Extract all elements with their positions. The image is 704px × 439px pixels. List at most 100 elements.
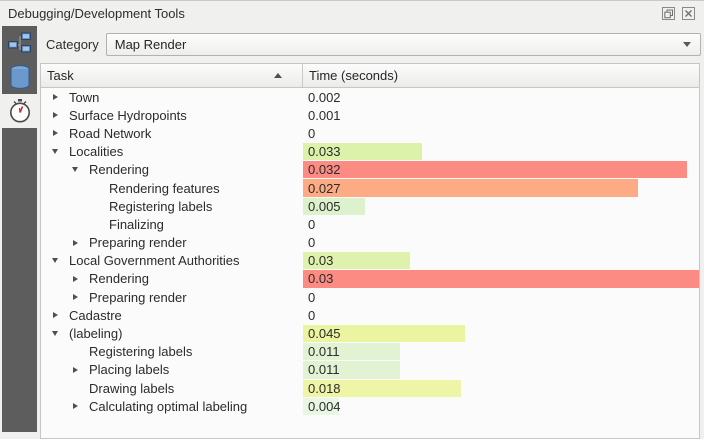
- expand-arrow-icon[interactable]: [49, 130, 61, 136]
- expand-arrow-icon[interactable]: [49, 112, 61, 118]
- network-icon: [7, 32, 31, 53]
- table-row[interactable]: Cadastre 0: [41, 306, 699, 324]
- collapse-arrow-icon[interactable]: [49, 258, 61, 263]
- table-row[interactable]: Preparing render 0: [41, 288, 699, 306]
- tab-profiler[interactable]: [2, 94, 37, 128]
- table-row[interactable]: Rendering features 0.027: [41, 179, 699, 197]
- task-label: Registering labels: [109, 198, 213, 214]
- table-row[interactable]: Local Government Authorities 0.03: [41, 252, 699, 270]
- tab-network-logger[interactable]: [2, 26, 37, 60]
- table-row[interactable]: Placing labels 0.011: [41, 361, 699, 379]
- time-value: 0: [308, 307, 316, 323]
- task-label: Localities: [69, 144, 124, 160]
- table-row[interactable]: Calculating optimal labeling 0.004: [41, 397, 699, 415]
- close-icon: [682, 6, 695, 20]
- task-label: Town: [69, 89, 100, 105]
- time-heat-bar: [303, 324, 466, 343]
- column-header-task[interactable]: Task: [41, 64, 303, 87]
- collapse-arrow-icon[interactable]: [49, 331, 61, 336]
- table-row[interactable]: Town 0.002: [41, 88, 699, 106]
- time-value: 0.001: [308, 107, 341, 123]
- expand-arrow-icon[interactable]: [69, 240, 81, 246]
- time-value: 0.011: [308, 344, 340, 360]
- table-row[interactable]: Finalizing 0: [41, 215, 699, 233]
- expand-arrow-icon[interactable]: [69, 276, 81, 282]
- time-heat-bar: [303, 397, 339, 415]
- task-label: Registering labels: [89, 344, 193, 360]
- table-row[interactable]: Drawing labels 0.018: [41, 379, 699, 397]
- tab-query-logger[interactable]: [2, 60, 37, 94]
- time-value: 0: [308, 216, 316, 232]
- time-value: 0.005: [308, 198, 341, 214]
- time-value: 0.002: [308, 89, 341, 105]
- time-value: 0.004: [308, 398, 341, 414]
- time-value: 0: [308, 125, 316, 141]
- close-panel-button[interactable]: [681, 6, 696, 21]
- table-row[interactable]: Surface Hydropoints 0.001: [41, 106, 699, 124]
- task-label: Cadastre: [69, 307, 122, 323]
- profiler-table: Task Time (seconds) Town 0.002 Surface Hyd…: [40, 63, 700, 439]
- table-row[interactable]: Registering labels 0.011: [41, 343, 699, 361]
- task-label: Preparing render: [89, 235, 187, 251]
- time-heat-bar: [303, 361, 400, 379]
- task-label: Road Network: [69, 125, 152, 141]
- table-row[interactable]: Road Network 0: [41, 124, 699, 142]
- task-label: Rendering features: [109, 180, 220, 196]
- tool-tab-strip: [2, 26, 37, 432]
- task-label: Preparing render: [89, 289, 187, 305]
- panel-title: Debugging/Development Tools: [8, 5, 185, 21]
- expand-arrow-icon[interactable]: [69, 403, 81, 409]
- time-column-label: Time (seconds): [309, 68, 399, 83]
- table-row[interactable]: Preparing render 0: [41, 234, 699, 252]
- time-heat-bar: [303, 252, 410, 270]
- time-value: 0: [308, 235, 316, 251]
- time-value: 0.03: [308, 253, 334, 269]
- expand-arrow-icon[interactable]: [69, 367, 81, 373]
- time-heat-bar: [303, 379, 462, 397]
- float-window-icon: [662, 6, 675, 20]
- collapse-arrow-icon[interactable]: [69, 167, 81, 172]
- task-label: Surface Hydropoints: [69, 107, 187, 123]
- time-value: 0.03: [308, 271, 334, 287]
- task-label: (labeling): [69, 326, 123, 342]
- table-row[interactable]: Localities 0.033: [41, 143, 699, 161]
- column-header-time[interactable]: Time (seconds): [303, 64, 699, 87]
- task-label: Local Government Authorities: [69, 253, 240, 269]
- chevron-down-icon: [683, 42, 691, 47]
- category-row: Category Map Render: [46, 33, 701, 56]
- task-label: Drawing labels: [89, 380, 175, 396]
- time-value: 0.045: [308, 326, 341, 342]
- time-heat-bar: [303, 161, 688, 179]
- expand-arrow-icon[interactable]: [69, 294, 81, 300]
- time-value: 0.011: [308, 362, 340, 378]
- expand-arrow-icon[interactable]: [49, 94, 61, 100]
- time-value: 0.027: [308, 180, 341, 196]
- task-label: Rendering: [89, 162, 149, 178]
- panel-title-bar: Debugging/Development Tools: [0, 1, 704, 25]
- sort-ascending-icon: [274, 73, 282, 78]
- task-label: Finalizing: [109, 216, 164, 232]
- expand-arrow-icon[interactable]: [49, 312, 61, 318]
- table-row[interactable]: Rendering 0.03: [41, 270, 699, 288]
- table-row[interactable]: Registering labels 0.005: [41, 197, 699, 215]
- collapse-arrow-icon[interactable]: [49, 149, 61, 154]
- task-label: Calculating optimal labeling: [89, 398, 248, 414]
- time-heat-bar: [303, 179, 638, 197]
- table-row[interactable]: Rendering 0.032: [41, 161, 699, 179]
- task-label: Rendering: [89, 271, 149, 287]
- time-heat-bar: [303, 343, 400, 361]
- time-heat-bar: [303, 270, 699, 288]
- category-select[interactable]: Map Render: [105, 33, 701, 56]
- category-label: Category: [46, 37, 99, 52]
- time-value: 0.018: [308, 380, 341, 396]
- time-value: 0.032: [308, 162, 341, 178]
- table-row[interactable]: (labeling) 0.045: [41, 324, 699, 343]
- float-panel-button[interactable]: [661, 6, 676, 21]
- task-label: Placing labels: [89, 362, 170, 378]
- time-heat-bar: [303, 143, 422, 161]
- category-selected-value: Map Render: [114, 37, 187, 52]
- time-value: 0.033: [308, 144, 341, 160]
- time-heat-bar: [303, 197, 365, 215]
- database-icon: [10, 65, 29, 89]
